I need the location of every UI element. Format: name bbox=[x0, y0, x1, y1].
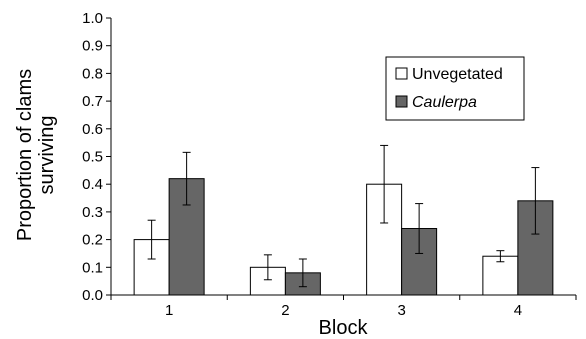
x-axis-title: Block bbox=[319, 317, 369, 339]
x-tick-label: 2 bbox=[281, 302, 289, 319]
y-tick-label: 0.4 bbox=[82, 176, 103, 193]
legend-box bbox=[385, 56, 525, 121]
x-tick-label: 4 bbox=[514, 302, 522, 319]
legend-swatch-unvegetated bbox=[395, 67, 408, 80]
legend-label-unvegetated: Unvegetated bbox=[412, 66, 503, 83]
x-tick-label: 1 bbox=[165, 302, 173, 319]
y-tick-label: 0.7 bbox=[82, 93, 103, 110]
y-tick-label: 0.8 bbox=[82, 65, 103, 82]
error-bars bbox=[147, 144, 540, 288]
x-axis: 1 2 3 4 bbox=[110, 294, 577, 319]
bars bbox=[133, 178, 554, 296]
y-tick-label: 0.5 bbox=[82, 149, 103, 166]
x-tick-label: 3 bbox=[397, 302, 405, 319]
y-tick-label: 0.0 bbox=[82, 287, 103, 304]
y-axis-title-line-2: surviving bbox=[36, 116, 58, 195]
y-tick-label: 0.1 bbox=[82, 259, 103, 276]
y-axis-title-line-1: Proportion of clams bbox=[14, 69, 36, 241]
legend-swatch-caulerpa bbox=[395, 95, 408, 108]
legend: Unvegetated Caulerpa bbox=[385, 56, 525, 121]
y-tick-label: 0.6 bbox=[82, 121, 103, 138]
y-tick-label: 1.0 bbox=[82, 10, 103, 27]
y-tick-label: 0.9 bbox=[82, 38, 103, 55]
y-tick-label: 0.3 bbox=[82, 204, 103, 221]
y-axis: 0.0 0.1 0.2 0.3 0.4 0.5 0.6 0.7 0.8 0.9 1.0 bbox=[82, 10, 112, 304]
y-tick-label: 0.2 bbox=[82, 232, 103, 249]
legend-label-caulerpa: Caulerpa bbox=[412, 94, 477, 111]
